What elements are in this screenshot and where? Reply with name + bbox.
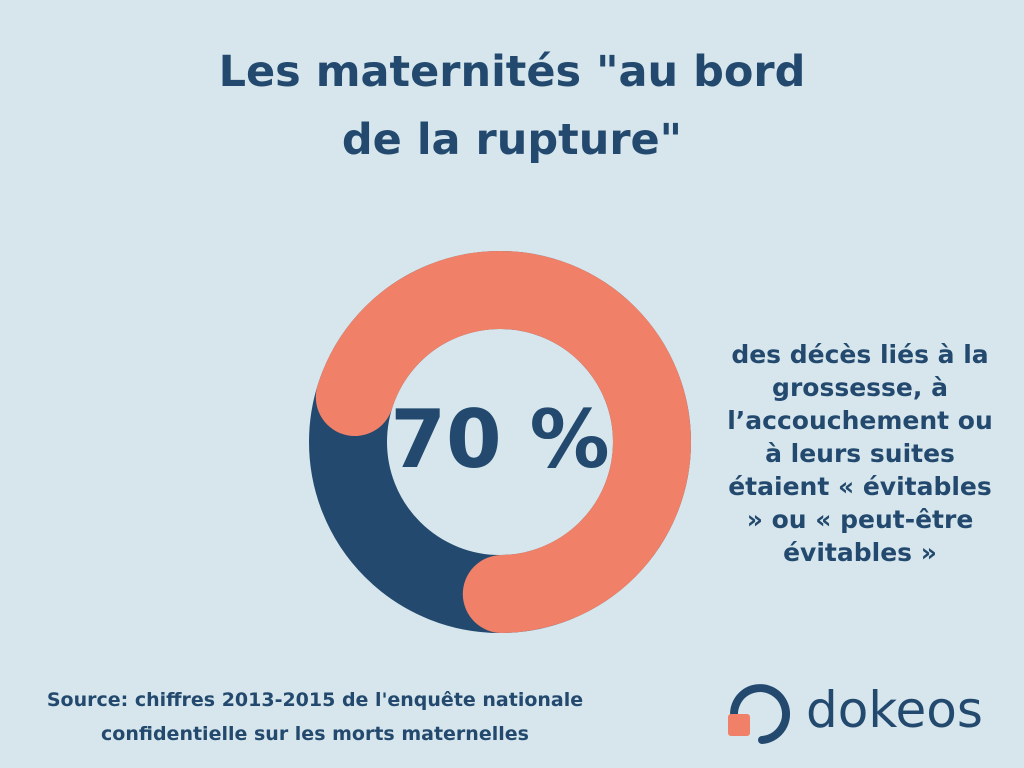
source-line-1: Source: chiffres 2013-2015 de l'enquête …: [46, 689, 584, 711]
dokeos-logo-icon: [728, 684, 791, 744]
center-percentage: 70 %: [390, 393, 610, 486]
description-line: étaient « évitables: [728, 472, 992, 501]
dokeos-logo: dokeos: [720, 672, 1010, 752]
description-line: » ou « peut-être: [746, 505, 974, 534]
description-line: à leurs suites: [765, 439, 955, 468]
description-line: des décès liés à la: [731, 340, 989, 369]
source-note: Source: chiffres 2013-2015 de l'enquête …: [10, 683, 620, 751]
donut-slice-main: [309, 251, 691, 633]
title-line-1: Les maternités "au bord: [218, 47, 806, 97]
source-line-2: confidentielle sur les morts maternelles: [101, 723, 529, 745]
logo-text: dokeos: [806, 681, 983, 739]
page-title: Les maternités "au bord de la rupture": [0, 38, 1024, 174]
description-line: l’accouchement ou: [727, 406, 993, 435]
description-line: évitables »: [783, 538, 937, 567]
title-line-2: de la rupture": [341, 115, 683, 165]
description-line: grossesse, à: [772, 373, 948, 402]
chart-description: des décès liés à la grossesse, à l’accou…: [700, 338, 1020, 569]
